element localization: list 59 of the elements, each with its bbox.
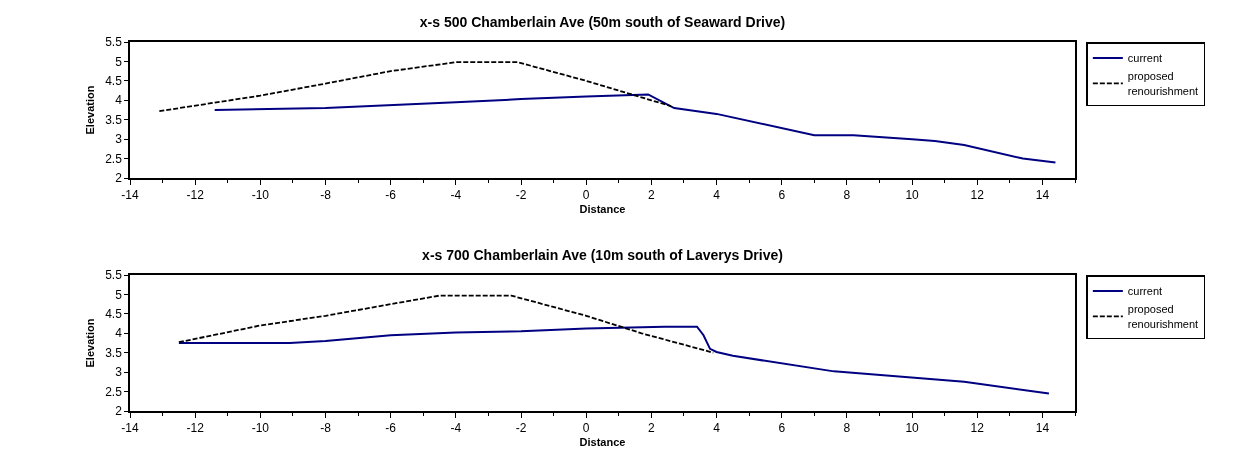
x-tick-label: -2 (515, 421, 527, 436)
legend-label: current (1127, 285, 1163, 298)
x-tick-label: 10 (905, 188, 920, 203)
x-tick-label: 4 (713, 188, 721, 203)
x-tick-label: -8 (320, 421, 332, 436)
legend-label: proposed renourishment (1127, 70, 1199, 97)
x-tick-label: -14 (121, 188, 139, 203)
x-tick-label: 2 (648, 188, 656, 203)
x-tick-label: -2 (515, 188, 527, 203)
x-tick-label: 10 (905, 421, 920, 436)
x-tick-label: -10 (251, 188, 270, 203)
y-tick-label: 2 (115, 171, 123, 186)
y-tick-label: 5 (115, 54, 123, 69)
x-tick-label: 12 (970, 421, 985, 436)
y-tick-label: 5.5 (105, 35, 123, 50)
x-tick-label: -12 (186, 421, 205, 436)
y-tick-label: 5 (115, 287, 123, 302)
legend-label: proposed renourishment (1127, 303, 1199, 330)
y-tick-label: 5.5 (105, 268, 123, 283)
y-tick-label: 4 (115, 93, 123, 108)
x-tick-label: -6 (385, 188, 397, 203)
x-tick-label: 0 (582, 188, 590, 203)
y-tick-label: 2.5 (105, 384, 123, 399)
line-series (177, 325, 1050, 395)
line-series (213, 93, 1057, 164)
chart-title: x-s 500 Chamberlain Ave (50m south of Seaward Drive) (419, 13, 786, 30)
x-tick-label: 6 (778, 421, 786, 436)
y-tick-label: 4.5 (105, 74, 123, 89)
y-tick-label: 2.5 (105, 151, 123, 166)
legend-label: current (1127, 52, 1163, 65)
x-tick-label: 4 (713, 421, 721, 436)
x-tick-label: 6 (778, 188, 786, 203)
y-axis-title: Elevation (84, 318, 97, 368)
y-tick-label: 3.5 (105, 112, 123, 127)
y-tick-label: 4 (115, 326, 123, 341)
y-axis-title: Elevation (84, 85, 97, 135)
y-tick-label: 3 (115, 132, 123, 147)
x-tick-label: 2 (648, 421, 656, 436)
x-tick-label: 14 (1035, 188, 1050, 203)
x-axis-title: Distance (579, 435, 626, 448)
x-tick-label: -10 (251, 421, 270, 436)
x-axis-title: Distance (579, 202, 626, 215)
x-tick-label: 0 (582, 421, 590, 436)
line-series (158, 61, 672, 113)
y-tick-label: 4.5 (105, 307, 123, 322)
x-tick-label: -14 (121, 421, 139, 436)
y-tick-label: 3 (115, 365, 123, 380)
x-tick-label: -4 (450, 421, 462, 436)
x-tick-label: 12 (970, 188, 985, 203)
x-tick-label: -12 (186, 188, 205, 203)
x-tick-label: -8 (320, 188, 332, 203)
y-tick-label: 3.5 (105, 345, 123, 360)
y-tick-label: 2 (115, 404, 123, 419)
x-tick-label: 14 (1035, 421, 1050, 436)
x-tick-label: 8 (843, 421, 851, 436)
x-tick-label: -6 (385, 421, 397, 436)
x-tick-label: -4 (450, 188, 462, 203)
x-tick-label: 8 (843, 188, 851, 203)
chart-title: x-s 700 Chamberlain Ave (10m south of Laverys Drive) (422, 246, 783, 263)
